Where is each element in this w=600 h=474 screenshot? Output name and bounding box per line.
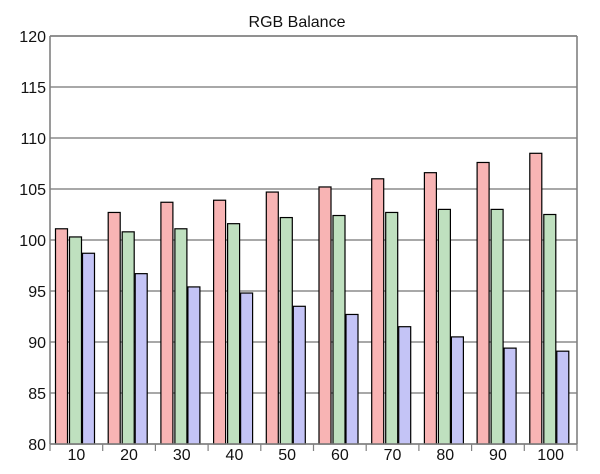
bar-series-1-category-100 <box>529 152 543 445</box>
bar-series-2-category-30 <box>174 228 188 445</box>
bar-series-2-category-90 <box>490 208 504 445</box>
bar-series-1-category-70 <box>371 178 385 445</box>
x-tick-label: 80 <box>436 447 454 464</box>
axis-layer <box>49 35 578 451</box>
bar-series-3-category-50 <box>292 305 306 445</box>
chart-title: RGB Balance <box>249 14 346 31</box>
bar-series-1-category-40 <box>213 199 227 445</box>
bar-series-2-category-60 <box>332 214 346 445</box>
bar-series-2-category-50 <box>279 216 293 445</box>
bar-series-3-category-90 <box>503 347 517 445</box>
y-tick-label: 110 <box>20 131 46 148</box>
bar-series-1-category-90 <box>476 161 490 445</box>
x-tick-label: 30 <box>173 447 191 464</box>
x-tick-label: 70 <box>384 447 402 464</box>
y-tick-label: 100 <box>19 233 46 250</box>
x-tick-label: 100 <box>537 447 564 464</box>
x-tick-label: 40 <box>226 447 244 464</box>
bar-series-3-category-70 <box>398 326 412 445</box>
bar-series-3-category-80 <box>450 336 464 445</box>
y-tick-label: 80 <box>28 437 46 454</box>
bar-series-3-category-100 <box>556 350 570 445</box>
bar-series-1-category-30 <box>160 201 174 445</box>
bar-layer <box>54 152 570 445</box>
y-tick-label: 120 <box>19 29 46 46</box>
x-tick-label: 90 <box>489 447 507 464</box>
x-tick-label: 60 <box>331 447 349 464</box>
label-layer: 80 85 90 95 100 105 110 115 120 10 20 30 40 50 60 70 80 9… <box>19 29 564 464</box>
bar-series-1-category-50 <box>265 191 279 445</box>
bar-series-3-category-20 <box>134 273 148 445</box>
x-tick-label: 20 <box>120 447 138 464</box>
bar-series-2-category-80 <box>437 208 451 445</box>
bar-series-2-category-10 <box>68 236 83 445</box>
bar-series-1-category-60 <box>318 186 332 445</box>
bar-series-1-category-10 <box>54 228 69 445</box>
bar-series-3-category-60 <box>345 313 359 445</box>
bar-series-1-category-20 <box>107 211 121 445</box>
bar-series-2-category-100 <box>543 213 557 445</box>
x-tick-label: 10 <box>67 447 85 464</box>
y-tick-label: 95 <box>28 284 46 301</box>
x-tick-label: 50 <box>278 447 296 464</box>
y-tick-label: 90 <box>28 335 46 352</box>
bar-series-1-category-80 <box>423 172 437 445</box>
y-tick-label: 105 <box>19 182 46 199</box>
bar-series-3-category-30 <box>187 286 201 445</box>
y-tick-label: 85 <box>28 386 46 403</box>
bar-series-2-category-70 <box>385 211 399 445</box>
bar-series-3-category-40 <box>240 292 254 445</box>
bar-series-3-category-10 <box>81 252 96 445</box>
bar-series-2-category-20 <box>121 231 135 445</box>
bar-series-2-category-40 <box>227 223 241 445</box>
y-tick-label: 115 <box>20 80 46 97</box>
